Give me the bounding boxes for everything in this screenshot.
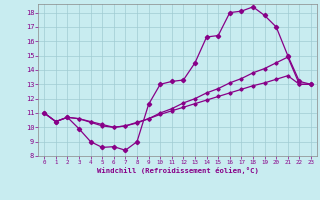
X-axis label: Windchill (Refroidissement éolien,°C): Windchill (Refroidissement éolien,°C)	[97, 167, 259, 174]
